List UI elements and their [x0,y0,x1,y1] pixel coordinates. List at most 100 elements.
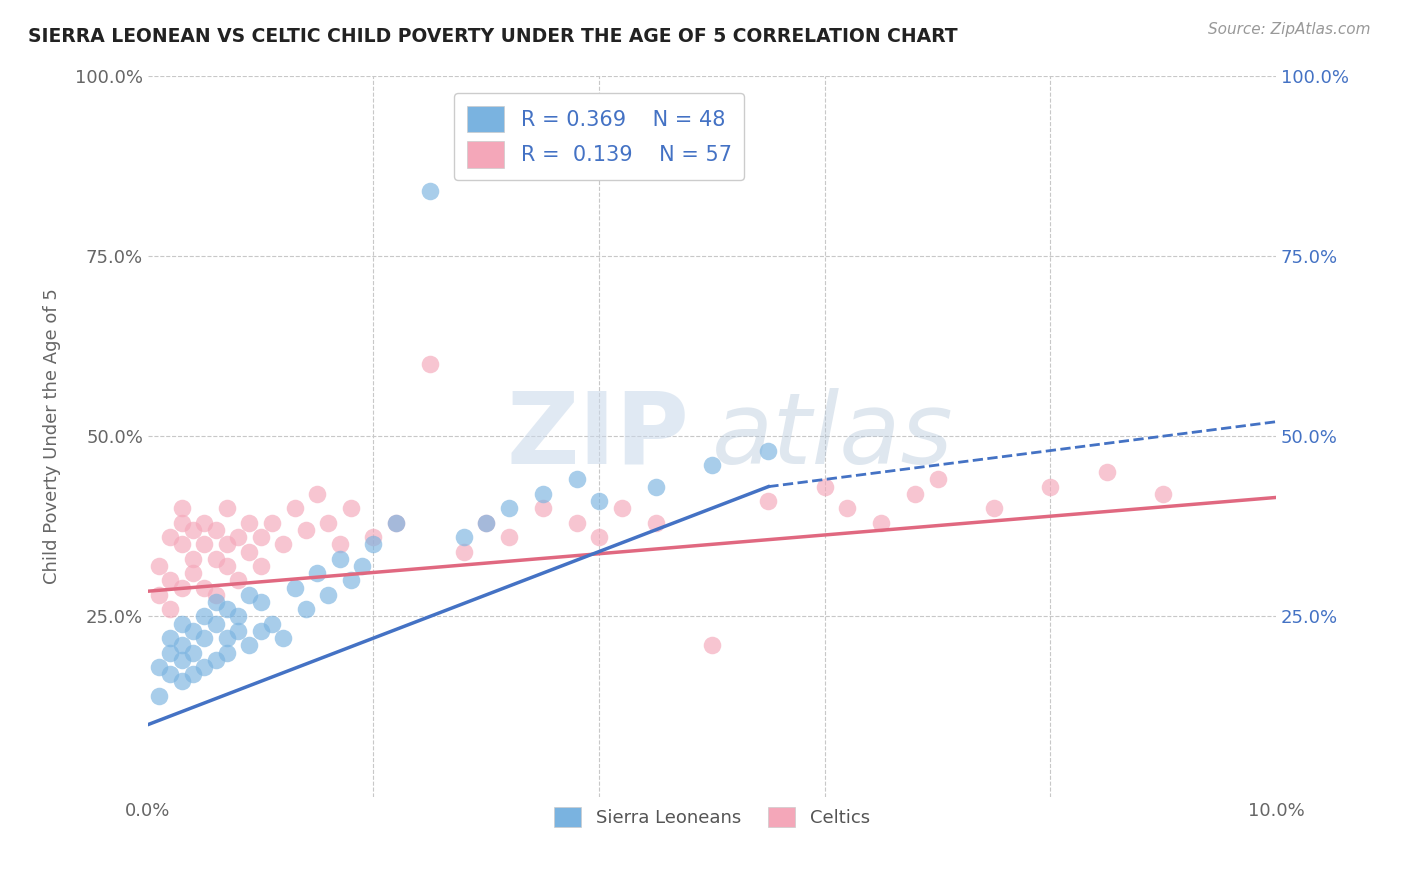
Point [193,609,215,624]
Point [1039,480,1062,494]
Point [419,184,441,198]
Point [238,544,260,558]
Point [148,588,170,602]
Point [170,674,193,689]
Point [453,544,475,558]
Point [215,559,238,574]
Point [352,559,374,574]
Point [193,660,215,674]
Point [318,588,340,602]
Point [588,494,610,508]
Point [226,624,249,638]
Text: Source: ZipAtlas.com: Source: ZipAtlas.com [1208,22,1371,37]
Text: ZIP: ZIP [506,388,689,484]
Point [260,616,283,631]
Point [204,523,226,537]
Point [181,523,204,537]
Point [204,616,226,631]
Point [1095,465,1118,479]
Point [215,602,238,616]
Point [238,516,260,530]
Point [283,581,305,595]
Point [983,501,1005,516]
Point [215,646,238,660]
Point [226,530,249,544]
Point [170,638,193,652]
Point [610,501,633,516]
Point [307,487,329,501]
Point [170,653,193,667]
Point [329,537,352,551]
Point [159,602,181,616]
Point [271,631,294,645]
Point [181,646,204,660]
Point [249,559,271,574]
Point [193,631,215,645]
Point [385,516,408,530]
Point [215,631,238,645]
Point [498,501,520,516]
Text: SIERRA LEONEAN VS CELTIC CHILD POVERTY UNDER THE AGE OF 5 CORRELATION CHART: SIERRA LEONEAN VS CELTIC CHILD POVERTY U… [28,27,957,45]
Point [159,631,181,645]
Y-axis label: Child Poverty Under the Age of 5: Child Poverty Under the Age of 5 [44,288,60,584]
Point [756,443,779,458]
Point [814,480,837,494]
Point [756,494,779,508]
Point [307,566,329,581]
Point [1152,487,1174,501]
Point [453,530,475,544]
Point [204,595,226,609]
Point [193,581,215,595]
Point [204,551,226,566]
Point [340,501,363,516]
Point [159,574,181,588]
Point [170,581,193,595]
Point [193,537,215,551]
Point [148,559,170,574]
Point [181,667,204,681]
Point [294,602,316,616]
Point [170,516,193,530]
Point [181,566,204,581]
Point [340,574,363,588]
Point [181,624,204,638]
Point [294,523,316,537]
Point [271,537,294,551]
Point [565,472,588,486]
Point [531,487,554,501]
Point [363,537,385,551]
Point [904,487,927,501]
Point [249,595,271,609]
Text: atlas: atlas [711,388,953,484]
Point [181,551,204,566]
Point [419,357,441,371]
Point [215,537,238,551]
Point [159,667,181,681]
Point [363,530,385,544]
Point [170,616,193,631]
Point [700,638,723,652]
Point [283,501,305,516]
Point [226,574,249,588]
Point [159,646,181,660]
Point [700,458,723,472]
Point [193,516,215,530]
Point [475,516,498,530]
Point [498,530,520,544]
Point [318,516,340,530]
Point [238,588,260,602]
Point [249,624,271,638]
Point [927,472,949,486]
Point [329,551,352,566]
Point [226,609,249,624]
Point [565,516,588,530]
Point [148,689,170,703]
Point [204,653,226,667]
Point [204,588,226,602]
Point [260,516,283,530]
Point [148,660,170,674]
Point [837,501,859,516]
Point [588,530,610,544]
Point [249,530,271,544]
Point [215,501,238,516]
